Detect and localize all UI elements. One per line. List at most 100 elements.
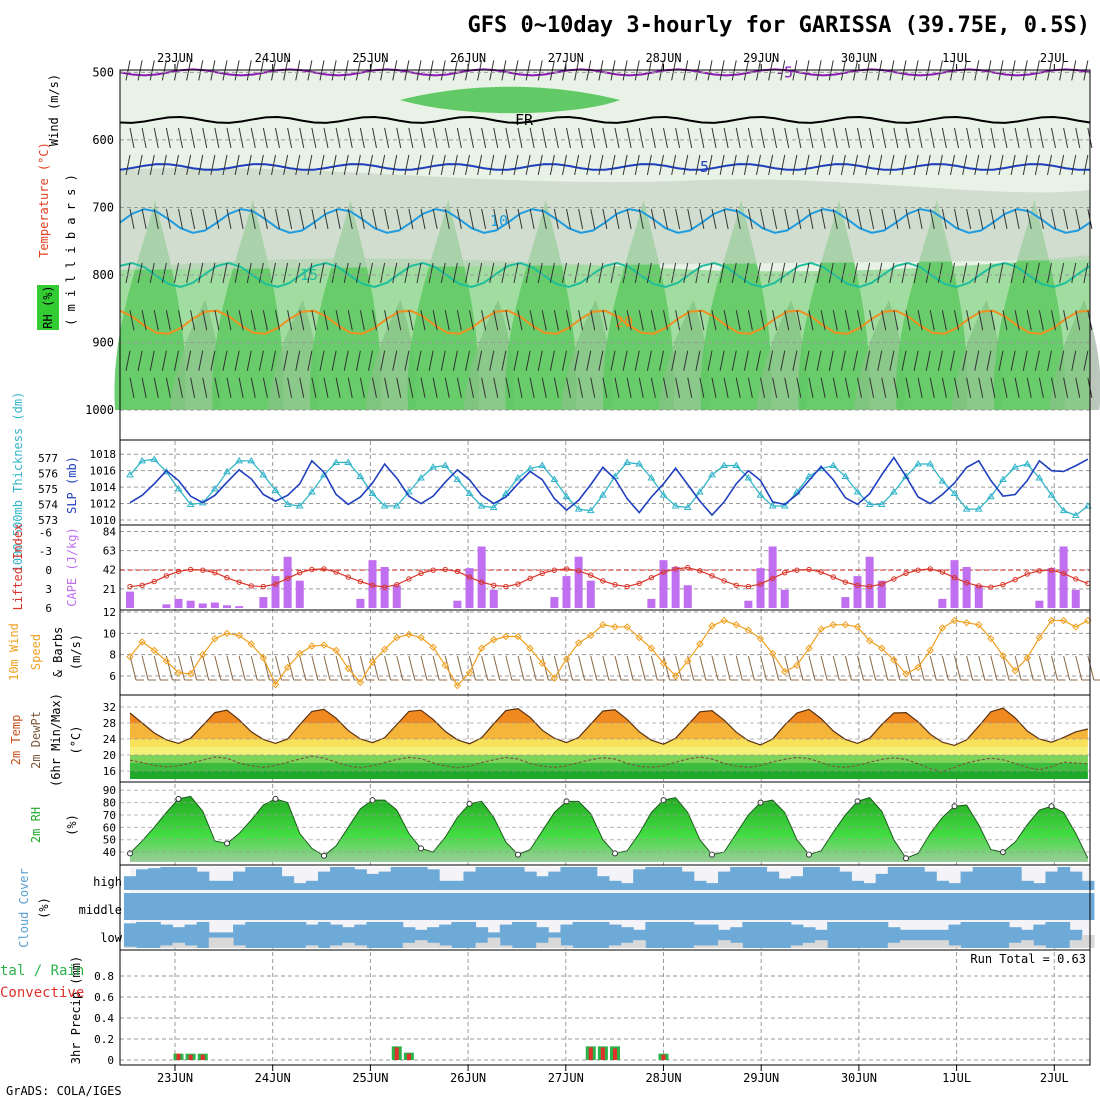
- thickness-marker: [902, 472, 910, 479]
- wind-barb: [1038, 208, 1044, 230]
- li-marker: [454, 568, 461, 575]
- wind-speed-marker: [162, 657, 171, 665]
- wind-barb: [505, 208, 511, 230]
- cloud-bar: [451, 893, 464, 920]
- low-cloud-bar: [899, 940, 913, 948]
- wind-barb: [937, 154, 943, 176]
- wind-barb: [517, 377, 523, 398]
- wind-barb: [699, 127, 705, 149]
- wind-barb: [234, 350, 240, 371]
- cape-bar: [877, 580, 886, 608]
- rh2m-axis-title: 2m RH: [29, 807, 43, 843]
- wind-speed-marker: [126, 653, 134, 661]
- wind-barb: [974, 262, 980, 284]
- wind-barb: [214, 377, 220, 398]
- cloud-bar: [645, 922, 658, 948]
- li-marker: [212, 569, 218, 576]
- wind-barb: [513, 154, 519, 176]
- wind-barb: [735, 208, 741, 230]
- wind-barb: [335, 208, 341, 230]
- cloud-bar: [899, 867, 913, 890]
- surface-barb: [299, 655, 307, 681]
- cloud-level-label: middle: [79, 903, 122, 917]
- wind-barb: [392, 350, 398, 371]
- cloud-bar: [996, 922, 1010, 948]
- wind-barb: [966, 377, 972, 398]
- wind-barb: [489, 154, 495, 176]
- wind-barb: [335, 310, 341, 331]
- low-cloud-bar: [815, 940, 828, 948]
- li-marker: [333, 569, 339, 575]
- rh-tick-label: 70: [103, 809, 116, 822]
- surface-barb: [432, 655, 440, 681]
- speed-axis-title: Speed: [29, 634, 43, 670]
- li-marker: [163, 573, 170, 579]
- low-cloud-bar: [160, 945, 173, 948]
- surface-barb: [456, 655, 464, 681]
- cloud-bar: [693, 893, 707, 920]
- cloud-bar: [208, 880, 222, 890]
- precip-conv-bar: [613, 1048, 617, 1060]
- panels: 23JUN 23JUN 24JUN 24JUN 25JUN 25JUN 26JUN 26JUN…: [0, 51, 1100, 1085]
- wind-barb: [384, 310, 390, 331]
- surface-barb: [129, 655, 137, 681]
- cloud-bar: [912, 867, 925, 890]
- li-marker: [854, 582, 861, 588]
- rh-marker: [321, 852, 327, 859]
- wind-barb: [529, 310, 535, 331]
- cloud-bar: [584, 893, 598, 920]
- cloud-bar: [1081, 893, 1095, 920]
- wind-speed-marker: [574, 639, 583, 647]
- pressure-tick-label: 900: [92, 335, 114, 349]
- cloud-bar: [669, 922, 683, 948]
- wind-barb: [214, 208, 220, 230]
- li-marker: [745, 583, 752, 590]
- wind-barb: [1014, 208, 1020, 230]
- cloud-bar: [984, 893, 998, 920]
- rh-marker: [806, 851, 812, 858]
- wind-barb: [998, 154, 1004, 176]
- li-marker: [491, 582, 497, 588]
- thickness-marker: [332, 458, 341, 465]
- thickness-marker: [1059, 506, 1068, 514]
- surface-barb: [541, 655, 549, 681]
- wind-barb: [913, 154, 919, 176]
- wind-barb: [695, 154, 701, 176]
- low-cloud-bar: [887, 942, 901, 948]
- thickness-marker: [926, 460, 935, 467]
- wind-barb: [404, 262, 410, 284]
- wind-barb: [1075, 127, 1081, 149]
- wind-speed-marker: [938, 624, 947, 632]
- wind-speed-marker: [514, 632, 522, 641]
- cape-bar: [574, 556, 583, 608]
- low-cloud-bar: [560, 945, 574, 948]
- wind-speed-marker: [865, 637, 874, 645]
- li-marker: [806, 566, 812, 573]
- surface-barb: [796, 655, 804, 681]
- wind-speed-marker: [490, 636, 498, 644]
- precip-conv-bar: [188, 1054, 193, 1060]
- cloud-bar: [778, 878, 792, 890]
- wind-barb: [853, 154, 858, 176]
- wind-barb: [541, 208, 547, 230]
- thickness-marker: [829, 461, 838, 469]
- top-date-label: 30JUN: [841, 51, 877, 65]
- wind-barb: [198, 154, 204, 176]
- wind-barb: [262, 310, 268, 331]
- cloud-bar: [378, 871, 392, 890]
- wind-barb: [178, 377, 183, 398]
- isotherm: [119, 208, 1091, 234]
- wind-barb: [258, 350, 264, 371]
- wind-barb: [808, 377, 814, 398]
- wind-barb: [343, 262, 349, 284]
- cloud-bar: [560, 893, 574, 920]
- wind-barb: [941, 208, 947, 230]
- wind-speed-marker: [174, 669, 183, 677]
- cloud-bar: [657, 893, 671, 920]
- precip-tick-label: 0.4: [94, 1012, 114, 1025]
- wind-barb: [1014, 127, 1020, 149]
- cloud-bar: [742, 922, 755, 948]
- wind-barb: [238, 127, 244, 149]
- low-cloud-bar: [802, 942, 816, 948]
- wind-barb: [735, 310, 741, 331]
